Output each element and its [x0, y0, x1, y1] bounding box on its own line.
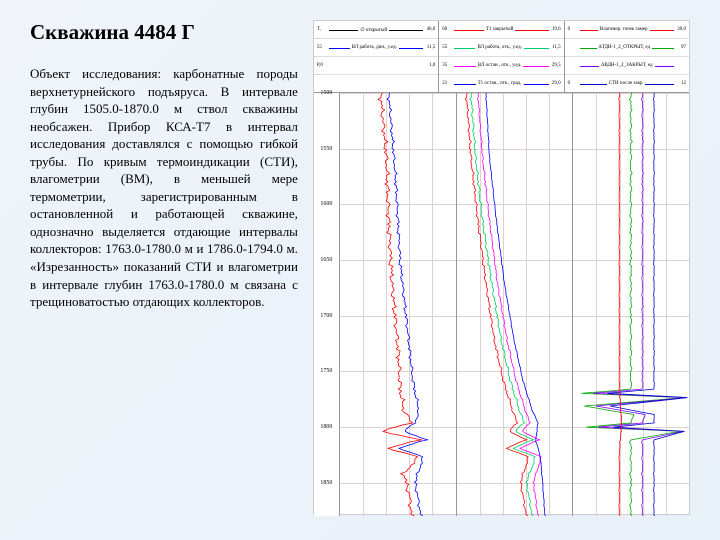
legend-label: Т1 остан., отк., град. [476, 81, 524, 86]
legend-row: 0 СТИ после закр 12 [565, 75, 689, 92]
legend-row: 55 ВЛ работа, отк., у.ед. 11,5 [439, 39, 563, 57]
legend-row: 55 ВЛ работа, дин., у.ед. 11,5 [314, 39, 438, 57]
legend-min: Т, [317, 27, 321, 32]
legend-row: Р,0 1,0 [314, 57, 438, 75]
legend-row: ΔТДИ-1_2_ОТКРЫТ, ед 97 [565, 39, 689, 57]
legend-min: Р,0 [317, 63, 323, 68]
legend-label: Влагомер. точек замер [598, 27, 650, 32]
depth-tick: 1750 [314, 368, 339, 374]
depth-axis: 1500 1550 1600 1650 1700 1750 1800 1850 [314, 93, 340, 516]
depth-tick: 1800 [314, 424, 339, 430]
depth-tick: 1500 [314, 90, 339, 96]
track-3 [573, 93, 689, 516]
track-1 [340, 93, 457, 516]
text-column: Скважина 4484 Г Объект исследования: кар… [30, 20, 298, 515]
well-log-chart: Т, ∅ открытый 46,0 55 ВЛ работа, дин., у.ед.… [313, 20, 690, 515]
legend-max: 46,0 [427, 27, 436, 32]
legend-min: 55 [442, 45, 447, 50]
legend-min: 55 [317, 45, 322, 50]
legend-label: ΔТДИ-1_2_ОТКРЫТ, ед [597, 45, 653, 50]
legend-max: 30,0 [677, 27, 686, 32]
legend-track-1: Т, ∅ открытый 46,0 55 ВЛ работа, дин., у.ед.… [314, 21, 439, 92]
track-2 [457, 93, 574, 516]
legend-max: 1,0 [429, 63, 435, 68]
legend-min: 0 [568, 81, 571, 86]
legend-row: 35 ВЛ остан., отк., у.ед. 29,5 [439, 57, 563, 75]
legend-row: ΔВДН-1_2_ЗАКРЫТ, ед [565, 57, 689, 75]
legend-row: 0 Влагомер. точек замер 30,0 [565, 21, 689, 39]
legend-label: СТИ после закр [607, 81, 645, 86]
legend-label: Т1 закрытый [484, 27, 516, 32]
legend-max: 29,5 [552, 63, 561, 68]
description-text: Объект исследования: карбонатные породы … [30, 65, 298, 311]
legend-max: 97 [681, 45, 686, 50]
page-title: Скважина 4484 Г [30, 20, 298, 45]
legend-track-3: 0 Влагомер. точек замер 30,0 ΔТДИ-1_2_ОТКРЫ… [565, 21, 689, 92]
legend-max: 29,0 [552, 81, 561, 86]
legend-label: ∅ открытый [358, 27, 389, 33]
legend-row: 21 Т1 остан., отк., град. 29,0 [439, 75, 563, 92]
legend-area: Т, ∅ открытый 46,0 55 ВЛ работа, дин., у.ед.… [314, 21, 689, 93]
depth-tick: 1850 [314, 480, 339, 486]
legend-label: ВЛ остан., отк., у.ед. [476, 63, 524, 68]
legend-row: 60 Т1 закрытый 19,6 [439, 21, 563, 39]
legend-max: 12 [681, 81, 686, 86]
depth-tick: 1650 [314, 257, 339, 263]
legend-label: ΔВДН-1_2_ЗАКРЫТ, ед [599, 63, 654, 68]
legend-label: ВЛ работа, дин., у.ед. [350, 45, 399, 50]
depth-tick: 1550 [314, 146, 339, 152]
depth-tick: 1700 [314, 313, 339, 319]
legend-row: Т, ∅ открытый 46,0 [314, 21, 438, 39]
legend-max: 19,6 [552, 27, 561, 32]
legend-min: 21 [442, 81, 447, 86]
legend-max: 11,5 [427, 45, 436, 50]
legend-min: 0 [568, 27, 571, 32]
legend-min: 60 [442, 27, 447, 32]
depth-tick: 1600 [314, 201, 339, 207]
legend-track-2: 60 Т1 закрытый 19,6 55 ВЛ работа, отк., у.ед… [439, 21, 564, 92]
legend-max: 11,5 [552, 45, 561, 50]
tracks-area: 1500 1550 1600 1650 1700 1750 1800 1850 [314, 93, 689, 516]
legend-min: 35 [442, 63, 447, 68]
legend-label: ВЛ работа, отк., у.ед. [475, 45, 523, 50]
